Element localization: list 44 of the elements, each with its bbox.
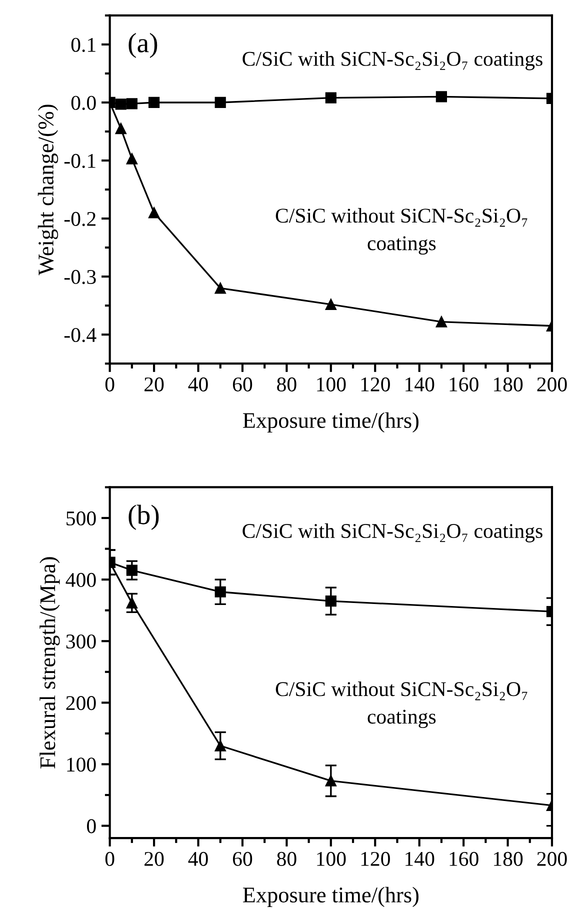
x-axis-title: Exposure time/(hrs) bbox=[242, 412, 418, 433]
y-tick-label: 300 bbox=[66, 634, 96, 649]
y-tick-label: -0.1 bbox=[64, 154, 96, 168]
x-tick-label: 80 bbox=[277, 852, 296, 866]
y-axis-title: Flexural strength/(Mpa) bbox=[40, 557, 60, 768]
y-axis-title: Weight change/(%) bbox=[38, 104, 58, 276]
text: C/SiC with SiCN-Sc₂Si₂O₇ coatings bbox=[242, 523, 542, 542]
x-tick-label: 60 bbox=[232, 377, 252, 392]
x-tick-label: 0 bbox=[105, 377, 114, 392]
x-axis-title: Exposure time/(hrs) bbox=[242, 886, 418, 908]
y-tick-label: 0.1 bbox=[71, 38, 96, 52]
series-label: C/SiC without SiCN-Sc₂Si₂O₇ coatings bbox=[276, 682, 528, 728]
x-tick-label: 100 bbox=[317, 852, 346, 866]
x-tick-label: 140 bbox=[406, 852, 434, 866]
x-tick-label: 180 bbox=[494, 377, 523, 392]
x-tick-label: 160 bbox=[450, 852, 478, 866]
annotation: (b) bbox=[128, 504, 159, 530]
y-tick-label: 0 bbox=[87, 819, 96, 834]
y-tick-label: -0.2 bbox=[64, 212, 96, 226]
x-tick-label: 120 bbox=[361, 377, 390, 392]
annotation: (a) bbox=[128, 32, 158, 58]
x-tick-label: 60 bbox=[232, 852, 252, 866]
x-tick-label: 80 bbox=[277, 377, 296, 392]
x-tick-label: 180 bbox=[494, 852, 523, 866]
y-tick-label: -0.4 bbox=[64, 328, 96, 342]
x-tick-label: 40 bbox=[188, 852, 208, 866]
x-tick-label: 20 bbox=[144, 377, 164, 392]
series-label: C/SiC with SiCN-Sc₂Si₂O₇ coatings bbox=[242, 51, 542, 70]
series-label: C/SiC without SiCN-Sc₂Si₂O₇ coatings bbox=[276, 208, 528, 255]
y-tick-label: 500 bbox=[66, 511, 96, 526]
x-tick-label: 200 bbox=[537, 852, 567, 866]
y-tick-label: 400 bbox=[66, 572, 96, 587]
y-tick-label: -0.3 bbox=[64, 270, 96, 284]
y-tick-label: 200 bbox=[66, 696, 96, 710]
x-tick-label: 140 bbox=[406, 377, 434, 392]
x-tick-label: 160 bbox=[450, 377, 478, 392]
x-tick-label: 200 bbox=[537, 377, 567, 392]
x-tick-label: 100 bbox=[317, 377, 346, 392]
x-tick-label: 20 bbox=[144, 852, 164, 866]
x-tick-label: 120 bbox=[361, 852, 390, 866]
x-tick-label: 40 bbox=[188, 377, 208, 392]
y-tick-label: 100 bbox=[67, 758, 96, 772]
x-tick-label: 0 bbox=[105, 852, 114, 866]
y-tick-label: 0.0 bbox=[71, 96, 96, 110]
